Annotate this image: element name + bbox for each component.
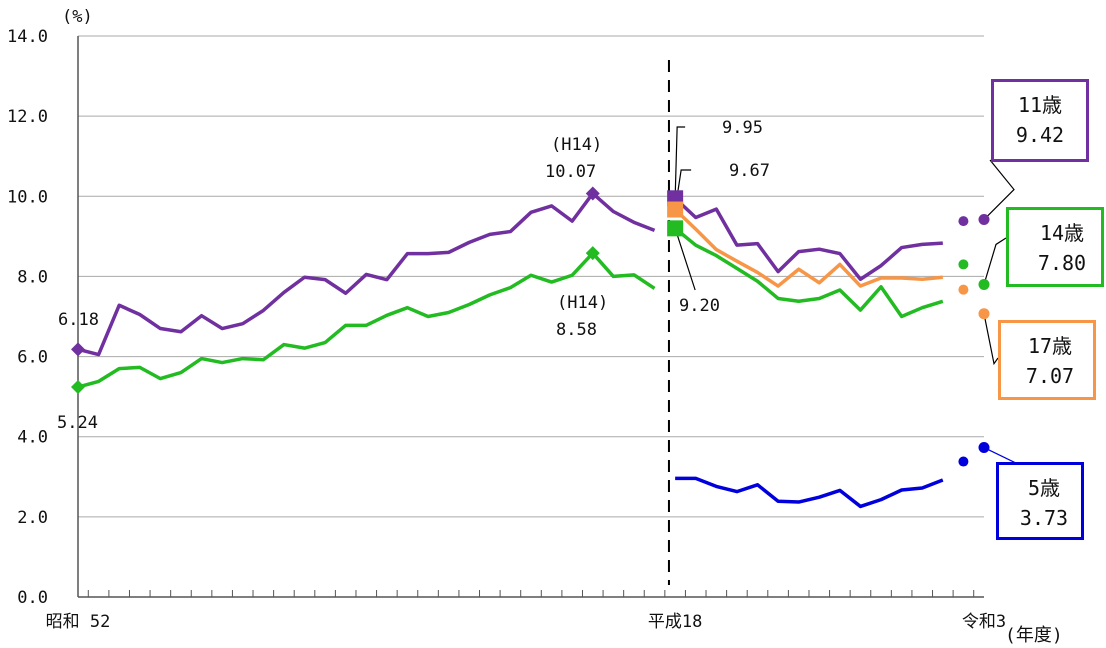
annotation-h14-age11-value: 10.07 — [545, 162, 596, 182]
series-age14-start-point — [71, 380, 85, 395]
series-age14-h18-marker — [667, 220, 684, 237]
annotation-age14-start: 5.24 — [57, 413, 98, 433]
leader-callout-age14 — [983, 237, 1007, 285]
y-tick-label-14.0: 14.0 — [7, 27, 48, 47]
series-age17-h18-marker — [667, 201, 684, 218]
callout-age11: 11歳 9.42 — [991, 79, 1089, 162]
series-age14-line-1 — [674, 226, 944, 319]
y-tick-label-10.0: 10.0 — [7, 187, 48, 207]
series-age17-prev-point — [958, 284, 969, 295]
x-unit-label: (年度) — [1005, 625, 1063, 646]
annotation-h14-age11-era: (H14) — [551, 135, 602, 155]
callout-age17-label: 17歳 — [1027, 334, 1073, 358]
callout-age14-value: 7.80 — [1037, 251, 1087, 275]
series-age11-prev-point — [958, 216, 969, 227]
series-age14-final-point — [978, 278, 990, 290]
y-tick-label-8.0: 8.0 — [17, 267, 48, 287]
annotation-h14-age14-value: 8.58 — [556, 320, 597, 340]
leader-h18-age14 — [674, 228, 696, 291]
axes — [77, 36, 984, 598]
leader-callout-age11 — [983, 159, 1015, 220]
y-tick-label-0.0: 0.0 — [17, 588, 48, 608]
series-age5-line-0 — [675, 476, 944, 509]
series-age11-line-1 — [673, 197, 943, 281]
y-tick-label-12.0: 12.0 — [7, 107, 48, 127]
series-age14-line-0 — [77, 251, 656, 389]
callout-age14: 14歳 7.80 — [1006, 207, 1104, 287]
x-axis-ticks — [87, 590, 975, 597]
series-age17-final-point — [978, 308, 990, 320]
callout-age17-value: 7.07 — [1025, 364, 1075, 388]
series-age17-line-0 — [673, 208, 943, 288]
annotation-h18-age17-value: 9.67 — [729, 161, 770, 181]
series-age11-final-point — [978, 214, 990, 226]
callout-age5: 5歳 3.73 — [996, 462, 1084, 540]
callout-age5-value: 3.73 — [1019, 506, 1069, 530]
x-axis-labels: 昭和 52 平成18 令和3 — [46, 612, 1006, 632]
y-tick-label-6.0: 6.0 — [17, 348, 48, 368]
y-tick-label-2.0: 2.0 — [17, 508, 48, 528]
annotation-h14-age14-era: (H14) — [557, 293, 608, 313]
annotation-h18-age14-value: 9.20 — [679, 296, 720, 316]
series-age5-final-point — [978, 442, 990, 454]
callout-age14-label: 14歳 — [1039, 221, 1085, 245]
annotation-h18-age11-value: 9.95 — [722, 118, 763, 138]
y-tick-label-4.0: 4.0 — [17, 428, 48, 448]
callout-age17: 17歳 7.07 — [998, 320, 1096, 400]
leader-callout-age17 — [983, 313, 999, 366]
x-tick-label-44: 令和3 — [962, 612, 1006, 632]
series-age11-h14-marker — [585, 186, 600, 201]
x-tick-label-29: 平成18 — [648, 612, 702, 632]
y-axis-tick-labels: 0.0 2.0 4.0 6.0 8.0 10.0 12.0 14.0 — [7, 27, 48, 608]
x-tick-label-0: 昭和 52 — [46, 612, 111, 632]
series-markers — [71, 186, 990, 467]
leader-h18-age11 — [674, 126, 686, 199]
annotation-age11-start: 6.18 — [58, 310, 99, 330]
callout-age5-label: 5歳 — [1027, 476, 1061, 500]
series-lines — [77, 191, 944, 509]
callout-age11-label: 11歳 — [1017, 93, 1063, 117]
series-age14-h14-marker — [585, 246, 600, 261]
series-age5-prev-point — [958, 456, 969, 467]
callout-age11-value: 9.42 — [1015, 123, 1065, 147]
y-unit-label: (%) — [62, 7, 93, 27]
series-age11-line-0 — [77, 191, 656, 357]
series-age14-prev-point — [958, 259, 969, 270]
horizontal-gridlines — [78, 35, 984, 518]
series-age11-start-point — [71, 342, 85, 357]
